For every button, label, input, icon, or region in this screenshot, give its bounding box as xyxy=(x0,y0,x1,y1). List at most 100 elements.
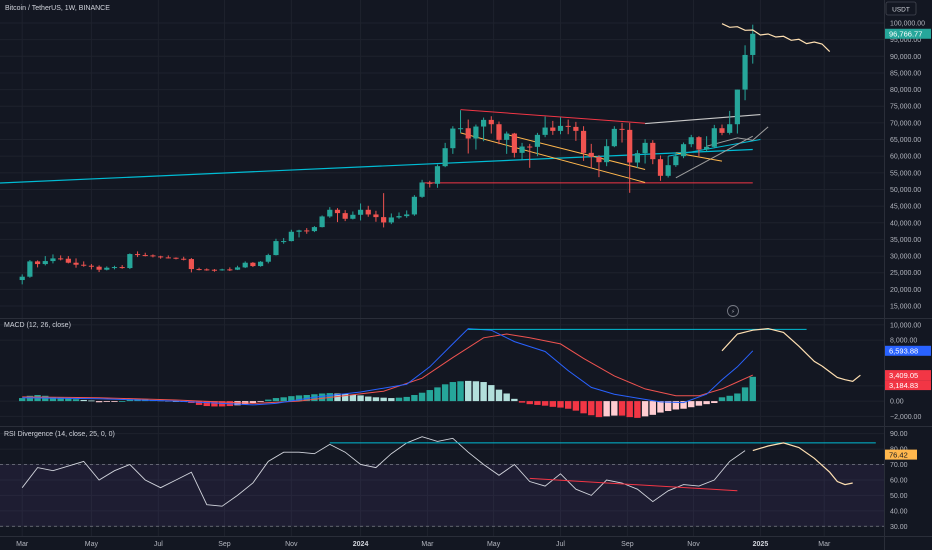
rising-wedge-line[interactable] xyxy=(675,135,753,179)
candle-body xyxy=(281,241,287,243)
candle-body xyxy=(311,227,318,232)
histogram-bar xyxy=(411,395,418,402)
candle-body xyxy=(704,146,710,150)
histogram-bar xyxy=(403,396,410,402)
candle-body xyxy=(204,269,210,271)
hist-value-badge-text: 3,184.83 xyxy=(889,381,918,390)
histogram-bar xyxy=(449,382,457,402)
candle-body xyxy=(565,125,571,127)
histogram-bar xyxy=(703,401,710,405)
projection-path-rsi[interactable] xyxy=(752,442,853,486)
price-tick-label: 90,000.00 xyxy=(890,54,921,61)
rsi-tick-label: 30.00 xyxy=(890,524,908,531)
candle-body xyxy=(142,255,148,257)
time-tick-label: 2025 xyxy=(753,541,769,548)
candle-body xyxy=(211,269,218,271)
time-tick-label: Mar xyxy=(421,541,434,548)
candle-body xyxy=(473,126,479,139)
price-tick-label: 65,000.00 xyxy=(890,137,921,144)
histogram-bar xyxy=(664,401,672,412)
currency-button[interactable] xyxy=(885,1,917,16)
histogram-bar xyxy=(349,394,357,402)
candle-body xyxy=(50,258,56,262)
candle-body xyxy=(250,262,256,267)
price-tick-label: 45,000.00 xyxy=(890,204,921,211)
candle-body xyxy=(365,209,371,215)
candle-body xyxy=(596,156,602,163)
candle-body xyxy=(104,267,110,270)
price-tick-label: 50,000.00 xyxy=(890,187,921,194)
histogram-bar xyxy=(72,399,80,402)
candle-body xyxy=(188,259,194,270)
candles xyxy=(19,24,756,285)
macd-tick-label: 10,000.00 xyxy=(890,322,921,329)
candle-body xyxy=(427,182,433,184)
histogram-bar xyxy=(711,401,718,404)
histogram-bar xyxy=(695,401,703,406)
histogram-bar xyxy=(457,381,464,402)
candle-body xyxy=(634,153,640,163)
time-tick-label: Mar xyxy=(818,541,831,548)
candle-body xyxy=(134,254,141,256)
histogram-bar xyxy=(680,401,687,409)
candle-body xyxy=(81,264,87,266)
channel-lower-line[interactable] xyxy=(460,132,646,183)
signal-value-badge xyxy=(885,370,931,381)
svg-text:⚡: ⚡ xyxy=(731,309,735,316)
time-tick-label: Nov xyxy=(687,541,700,548)
histogram-bar xyxy=(388,398,395,402)
time-tick-label: Nov xyxy=(285,541,298,548)
candle-body xyxy=(181,258,187,260)
histogram-bar xyxy=(564,401,572,409)
price-tick-label: 20,000.00 xyxy=(890,287,921,294)
candle-body xyxy=(334,209,341,214)
rsi-divergence-line[interactable] xyxy=(529,477,738,492)
candle-body xyxy=(627,129,633,163)
candle-body xyxy=(580,130,587,153)
histogram-bar xyxy=(380,397,387,402)
candle-body xyxy=(442,148,448,167)
projection-hook-macd[interactable] xyxy=(821,365,861,382)
histogram-bar xyxy=(334,393,341,402)
price-tick-label: 100,000.00 xyxy=(890,20,925,27)
histogram-bar xyxy=(434,387,441,402)
candle-body xyxy=(265,255,271,262)
time-tick-label: Sep xyxy=(621,541,634,548)
channel-upper-line[interactable] xyxy=(460,109,646,124)
histogram-bar xyxy=(572,401,580,411)
candle-body xyxy=(65,258,71,263)
price-tick-label: 85,000.00 xyxy=(890,70,921,77)
projection-path-price[interactable] xyxy=(721,23,831,53)
candle-body xyxy=(373,214,379,218)
projection-path-macd[interactable] xyxy=(721,327,823,367)
candle-body xyxy=(604,146,610,163)
histogram-bar xyxy=(118,401,126,402)
time-axis: Mar May Jul Sep Nov 2024 Mar May Jul Sep Nov 2025 Ma… xyxy=(16,541,831,548)
candle-body xyxy=(727,124,733,133)
candle-body xyxy=(496,124,502,140)
candle-body xyxy=(388,217,394,223)
price-tick-label: 15,000.00 xyxy=(890,304,921,311)
candle-body xyxy=(304,230,310,232)
breakout-line[interactable] xyxy=(645,114,761,125)
histogram-bar xyxy=(726,395,733,402)
candle-body xyxy=(419,182,425,197)
candle-body xyxy=(434,166,441,184)
histogram-bar xyxy=(441,384,449,402)
candle-body xyxy=(381,217,387,223)
candle-body xyxy=(519,146,525,153)
zigzag-line[interactable] xyxy=(706,126,769,147)
histogram-bar xyxy=(603,401,610,417)
candle-body xyxy=(88,265,95,267)
histogram-bar xyxy=(688,401,695,408)
macd-title: MACD (12, 26, close) xyxy=(4,322,71,329)
histogram-bar xyxy=(503,393,510,402)
candle-body xyxy=(557,125,564,131)
histogram-bar xyxy=(318,393,326,402)
lightning-icon[interactable] xyxy=(727,305,739,317)
histogram-bar xyxy=(618,401,626,416)
channel-mid-line[interactable] xyxy=(506,134,646,170)
candle-body xyxy=(488,119,494,125)
candle-body xyxy=(511,133,517,153)
